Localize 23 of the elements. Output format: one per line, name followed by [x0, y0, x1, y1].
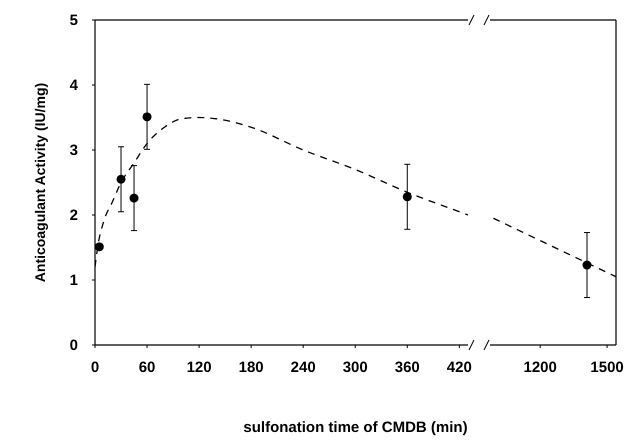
point — [95, 242, 104, 252]
x-tick-label: 120 — [186, 359, 212, 376]
y-tick-label: 0 — [70, 337, 78, 354]
y-tick-label: 3 — [70, 142, 78, 159]
point — [402, 192, 412, 202]
y-tick-label: 5 — [70, 12, 78, 29]
point — [130, 194, 139, 203]
y-tick-label: 4 — [70, 77, 79, 94]
x-tick-label: 1500 — [590, 359, 624, 376]
x-tick-label: 60 — [138, 359, 156, 376]
x-tick-label: 240 — [290, 359, 316, 376]
x-tick-label: 180 — [238, 359, 264, 376]
y-tick-label: 2 — [70, 207, 78, 224]
y-axis-title: Anticoagulant Activity (IU/mg) — [32, 82, 48, 282]
point — [142, 112, 152, 122]
x-tick-label: 1200 — [523, 359, 557, 376]
point — [116, 174, 126, 184]
x-tick-label: 0 — [90, 359, 100, 376]
x-tick-label: 300 — [342, 359, 368, 376]
x-tick-label: 420 — [446, 359, 472, 376]
x-axis-title: sulfonation time of CMDB (min) — [243, 419, 468, 436]
y-tick-label: 1 — [70, 272, 78, 289]
x-tick-label: 360 — [394, 359, 420, 376]
